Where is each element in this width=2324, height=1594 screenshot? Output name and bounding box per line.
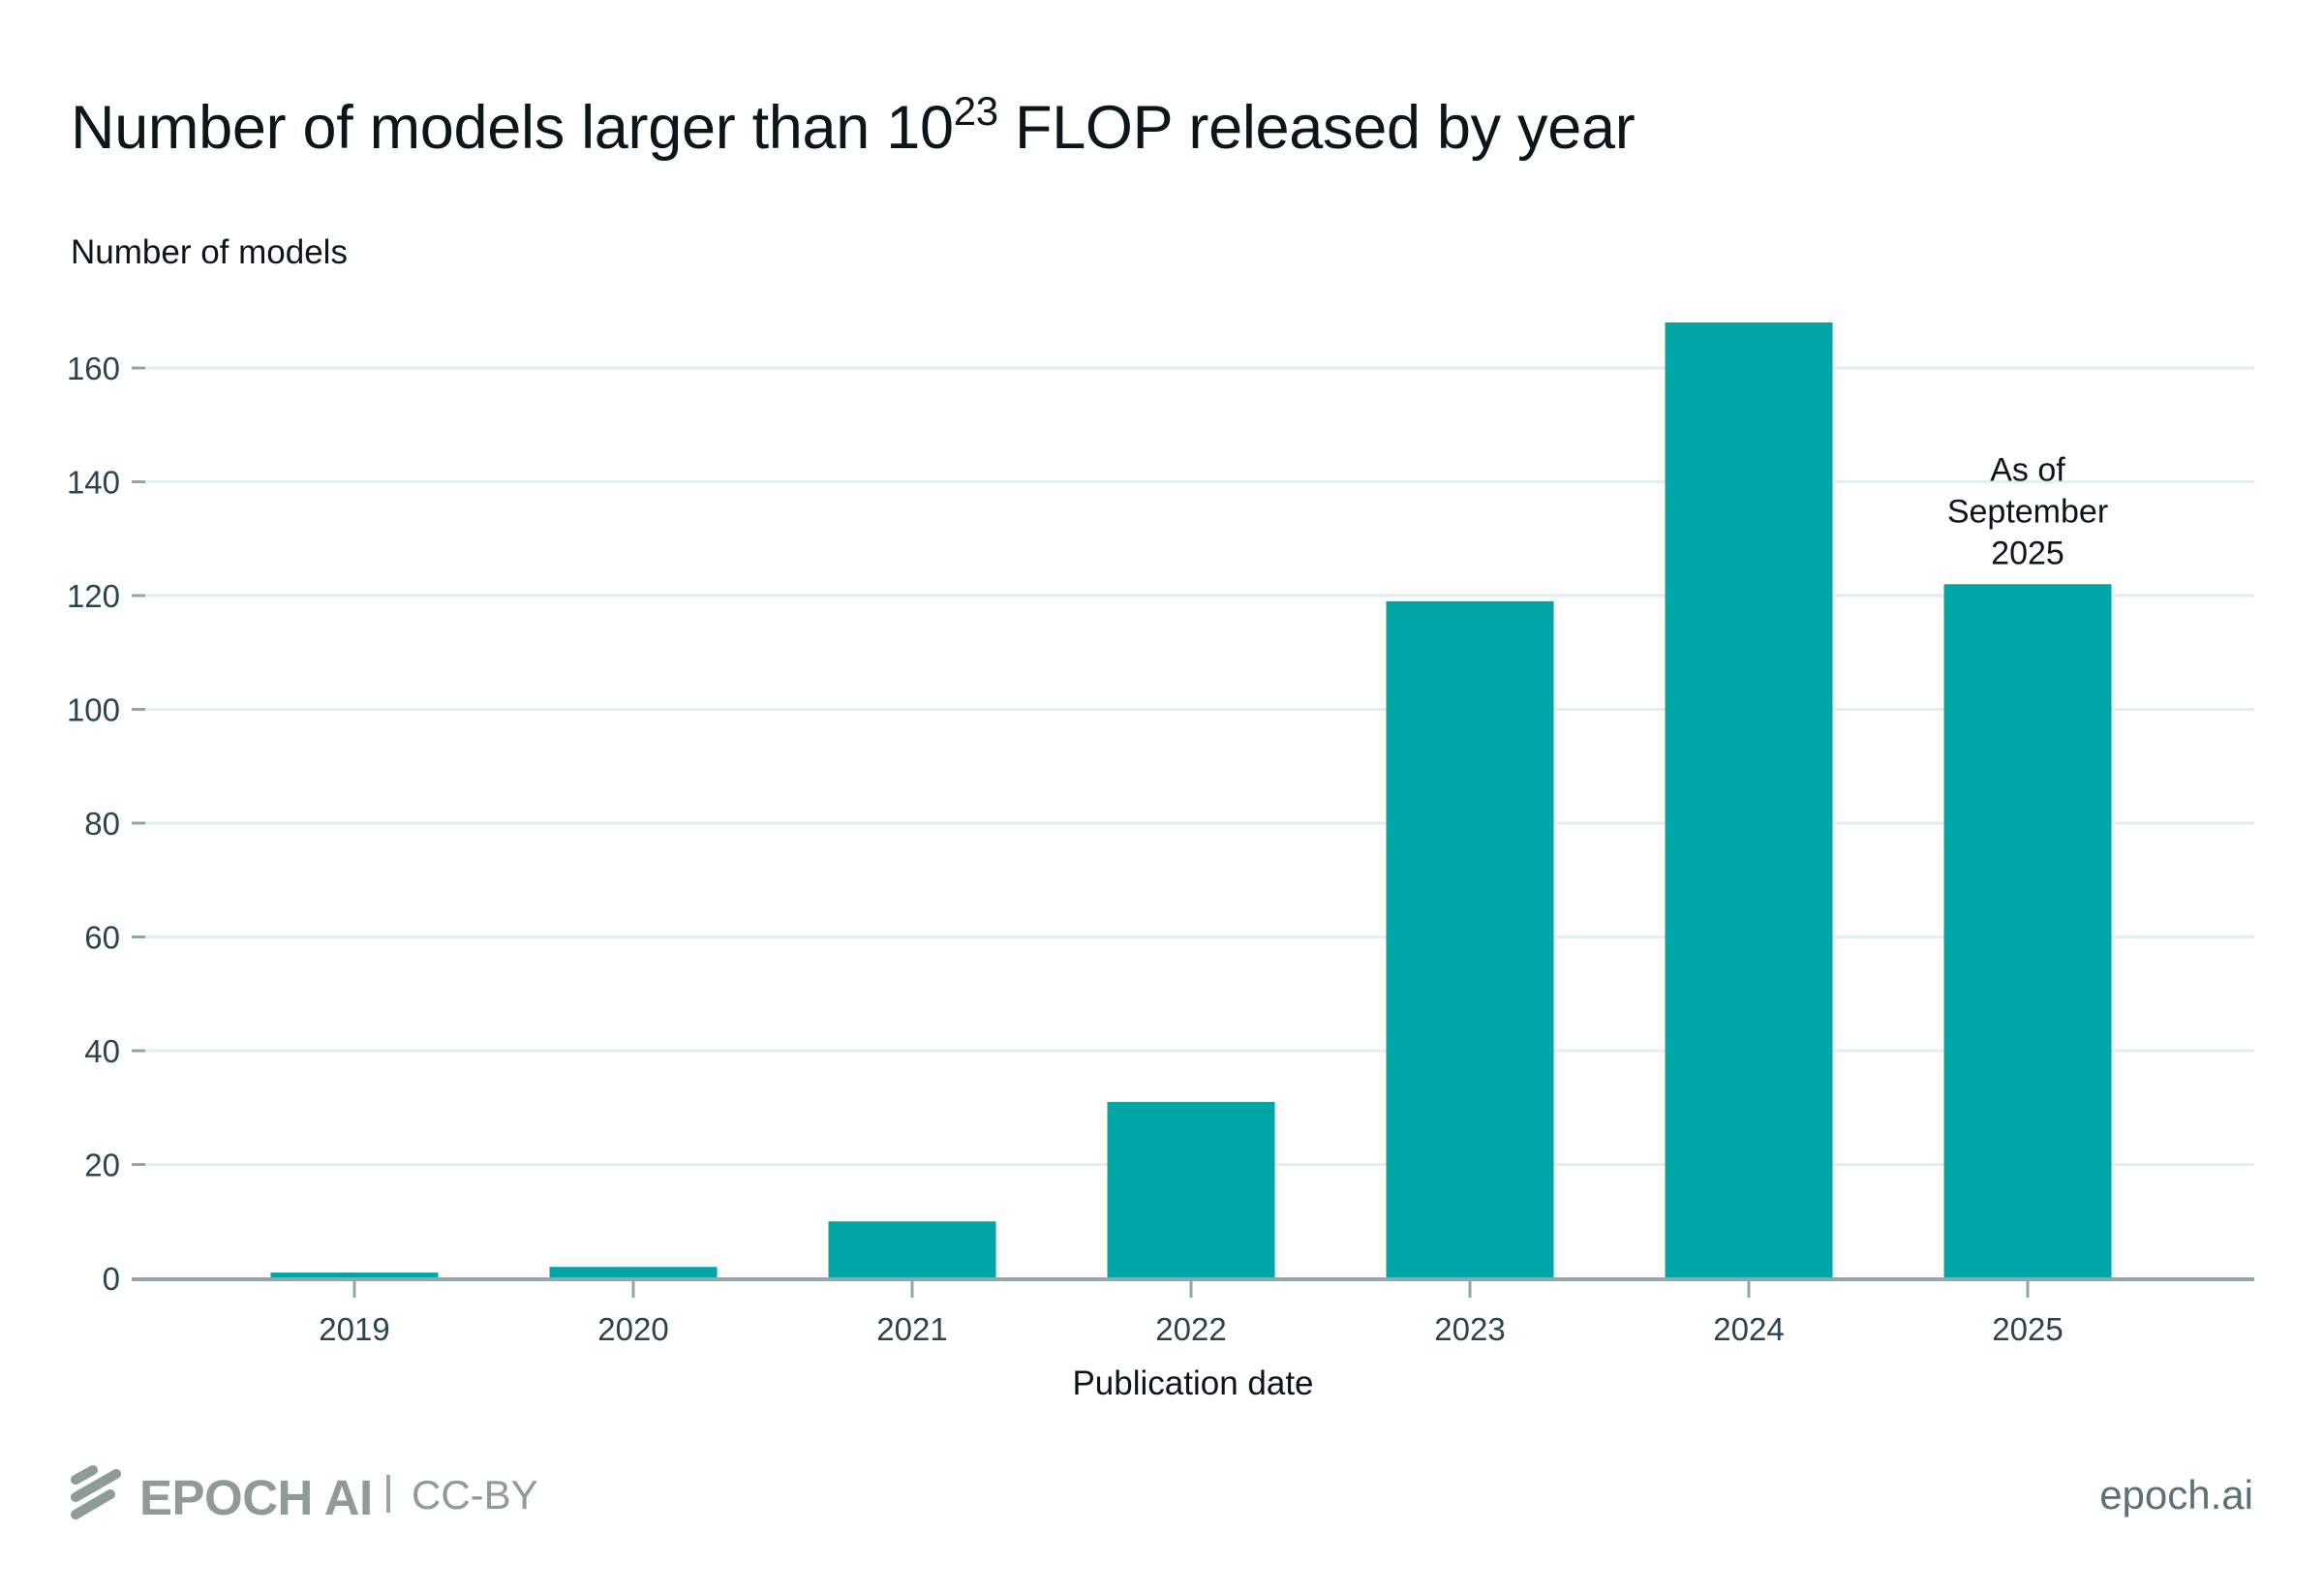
bar-2021 [828, 1221, 996, 1278]
x-tick-label: 2019 [319, 1311, 389, 1347]
bar-2025 [1943, 584, 2112, 1278]
y-tick-label: 0 [103, 1261, 120, 1297]
license-label: CC-BY [412, 1472, 538, 1517]
annotation-line: As of [1990, 451, 2065, 488]
chart-title-prefix: Number of models larger than 10 [71, 94, 954, 162]
y-tick-label: 140 [67, 465, 120, 501]
x-tick-label: 2024 [1713, 1311, 1784, 1347]
site-link[interactable]: epoch.ai [2099, 1472, 2253, 1517]
bar-2019 [270, 1272, 439, 1278]
brand-name: EPOCH AI [139, 1470, 373, 1525]
x-tick-label: 2025 [1992, 1311, 2063, 1347]
bar-2023 [1386, 600, 1554, 1278]
chart-title: Number of models larger than 1023 FLOP r… [71, 88, 1635, 162]
y-axis-title: Number of models [71, 233, 348, 271]
bar-2020 [549, 1267, 718, 1278]
y-tick-label: 100 [67, 692, 120, 728]
annotation-line: September [1947, 493, 2108, 530]
bar-2024 [1665, 322, 1833, 1278]
annotations: As of September 2025 [1947, 451, 2108, 571]
x-axis-title: Publication date [1072, 1364, 1313, 1402]
x-tick-label: 2022 [1155, 1311, 1226, 1347]
x-tick-label: 2023 [1434, 1311, 1505, 1347]
y-tick-label: 160 [67, 351, 120, 386]
bar-2022 [1107, 1101, 1275, 1278]
y-tick-label: 60 [84, 920, 120, 956]
y-axis: 0 20 40 60 80 100 120 140 160 [67, 351, 145, 1297]
x-tick-label: 2020 [597, 1311, 668, 1347]
chart-title-superscript: 23 [954, 88, 998, 134]
gridlines [143, 366, 2254, 1166]
y-tick-label: 40 [84, 1033, 120, 1069]
y-tick-label: 80 [84, 806, 120, 842]
epoch-logo-icon [71, 1465, 121, 1519]
y-tick-label: 120 [67, 578, 120, 614]
x-axis: 2019 2020 2021 2022 2023 2024 2025 [319, 1280, 2064, 1347]
x-tick-label: 2021 [876, 1311, 947, 1347]
y-tick-label: 20 [84, 1148, 120, 1183]
chart-title-suffix: FLOP released by year [998, 94, 1636, 162]
annotation-line: 2025 [1991, 535, 2064, 571]
bars [270, 322, 2112, 1278]
